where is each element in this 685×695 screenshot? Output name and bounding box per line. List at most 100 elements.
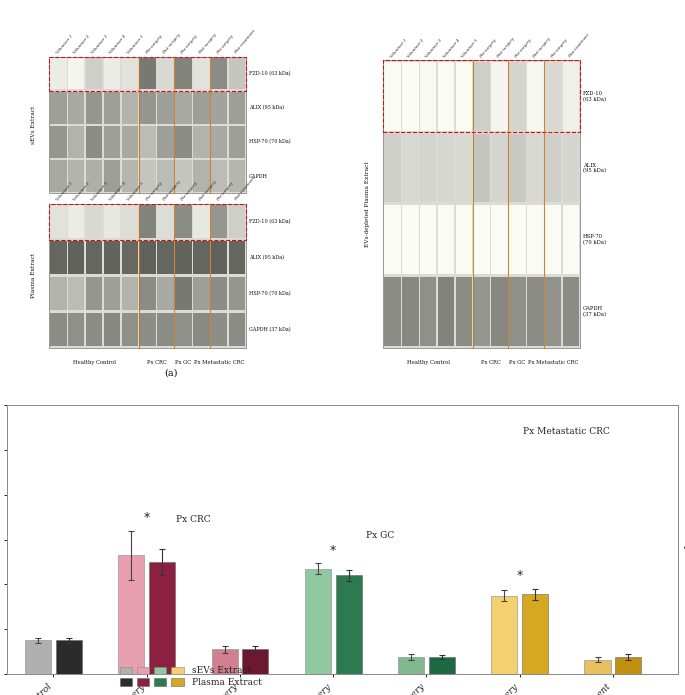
- Bar: [562, 205, 580, 275]
- Bar: [509, 133, 525, 202]
- Bar: [158, 277, 174, 310]
- Bar: [509, 205, 525, 275]
- Bar: [438, 277, 454, 346]
- Text: Pre-surgery: Pre-surgery: [145, 34, 163, 55]
- Text: *: *: [516, 569, 523, 582]
- Bar: [68, 161, 84, 192]
- Text: Post-treatment: Post-treatment: [568, 33, 590, 58]
- Bar: [229, 161, 245, 192]
- Bar: [384, 60, 580, 348]
- Text: Volunteer 3: Volunteer 3: [91, 35, 109, 55]
- Bar: [68, 92, 84, 124]
- Bar: [103, 92, 120, 124]
- Bar: [384, 277, 401, 346]
- Y-axis label: FDZ-10 Expression: FDZ-10 Expression: [683, 489, 685, 590]
- Bar: [103, 58, 120, 90]
- Bar: [420, 62, 436, 131]
- Bar: [50, 241, 66, 275]
- Bar: [615, 657, 641, 674]
- Bar: [121, 277, 138, 310]
- Bar: [229, 58, 245, 90]
- Text: ALIX
(95 kDa): ALIX (95 kDa): [583, 163, 606, 174]
- Bar: [139, 241, 156, 275]
- Text: Px Metastatic CRC: Px Metastatic CRC: [523, 427, 610, 436]
- Text: HSP-70 (70 kDa): HSP-70 (70 kDa): [249, 140, 291, 145]
- Text: *: *: [330, 543, 336, 557]
- Bar: [121, 92, 138, 124]
- Bar: [491, 62, 508, 131]
- Bar: [86, 92, 102, 124]
- Bar: [491, 596, 517, 674]
- Text: EVs-depleted Plasma Extract: EVs-depleted Plasma Extract: [364, 161, 370, 247]
- Text: Plasma Extract: Plasma Extract: [192, 678, 262, 687]
- Bar: [50, 161, 66, 192]
- Bar: [242, 649, 269, 674]
- Text: FZD-10 (63 kDa): FZD-10 (63 kDa): [249, 71, 290, 76]
- Text: Post-surgery: Post-surgery: [532, 36, 551, 58]
- Bar: [175, 241, 192, 275]
- Bar: [211, 161, 227, 192]
- Bar: [68, 277, 84, 310]
- Bar: [527, 133, 543, 202]
- Bar: [420, 205, 436, 275]
- Bar: [103, 241, 120, 275]
- Bar: [211, 92, 227, 124]
- Bar: [438, 133, 454, 202]
- Bar: [402, 277, 419, 346]
- Text: Volunteer 2: Volunteer 2: [407, 38, 425, 58]
- Text: Healthy Control: Healthy Control: [407, 361, 449, 366]
- Bar: [384, 205, 401, 275]
- Text: Volunteer 1: Volunteer 1: [55, 35, 73, 55]
- Bar: [158, 313, 174, 346]
- Bar: [68, 126, 84, 158]
- Bar: [49, 204, 246, 348]
- Bar: [402, 205, 419, 275]
- Bar: [158, 205, 174, 238]
- Text: Px GC: Px GC: [366, 530, 394, 539]
- Bar: [438, 205, 454, 275]
- Bar: [158, 161, 174, 192]
- Text: Post-surgery: Post-surgery: [497, 36, 516, 58]
- Bar: [420, 277, 436, 346]
- Bar: [456, 62, 472, 131]
- Text: Pre-surgery: Pre-surgery: [216, 181, 234, 202]
- Text: HSP-70
(70 kDa): HSP-70 (70 kDa): [583, 234, 606, 245]
- Text: Volunteer 1: Volunteer 1: [55, 181, 73, 202]
- Bar: [491, 133, 508, 202]
- Bar: [545, 205, 562, 275]
- Text: Volunteer 5: Volunteer 5: [461, 38, 479, 58]
- Bar: [193, 92, 210, 124]
- Bar: [50, 58, 66, 90]
- Bar: [103, 205, 120, 238]
- Bar: [456, 277, 472, 346]
- Bar: [86, 126, 102, 158]
- Bar: [55, 641, 82, 674]
- Bar: [25, 641, 51, 674]
- Bar: [86, 277, 102, 310]
- Bar: [50, 92, 66, 124]
- Text: Px GC: Px GC: [175, 361, 191, 366]
- Bar: [158, 92, 174, 124]
- Bar: [149, 562, 175, 674]
- Bar: [193, 205, 210, 238]
- Bar: [86, 161, 102, 192]
- Text: (a): (a): [164, 369, 177, 378]
- Text: sEVs Extract: sEVs Extract: [192, 666, 251, 675]
- Bar: [175, 205, 192, 238]
- Text: Post-surgery: Post-surgery: [162, 180, 182, 202]
- Text: Post-treatment: Post-treatment: [234, 29, 256, 55]
- Bar: [545, 277, 562, 346]
- Text: Volunteer 3: Volunteer 3: [425, 38, 443, 58]
- Text: Volunteer 4: Volunteer 4: [109, 181, 127, 202]
- Text: Volunteer 5: Volunteer 5: [127, 35, 145, 55]
- Bar: [103, 161, 120, 192]
- Bar: [211, 205, 227, 238]
- Bar: [509, 62, 525, 131]
- Bar: [175, 277, 192, 310]
- Bar: [562, 133, 580, 202]
- Text: ALIX (95 kDa): ALIX (95 kDa): [249, 255, 284, 261]
- Text: GAPDH (37 kDa): GAPDH (37 kDa): [249, 327, 291, 332]
- Text: Volunteer 4: Volunteer 4: [443, 38, 461, 58]
- Bar: [158, 241, 174, 275]
- Text: Volunteer 2: Volunteer 2: [73, 35, 91, 55]
